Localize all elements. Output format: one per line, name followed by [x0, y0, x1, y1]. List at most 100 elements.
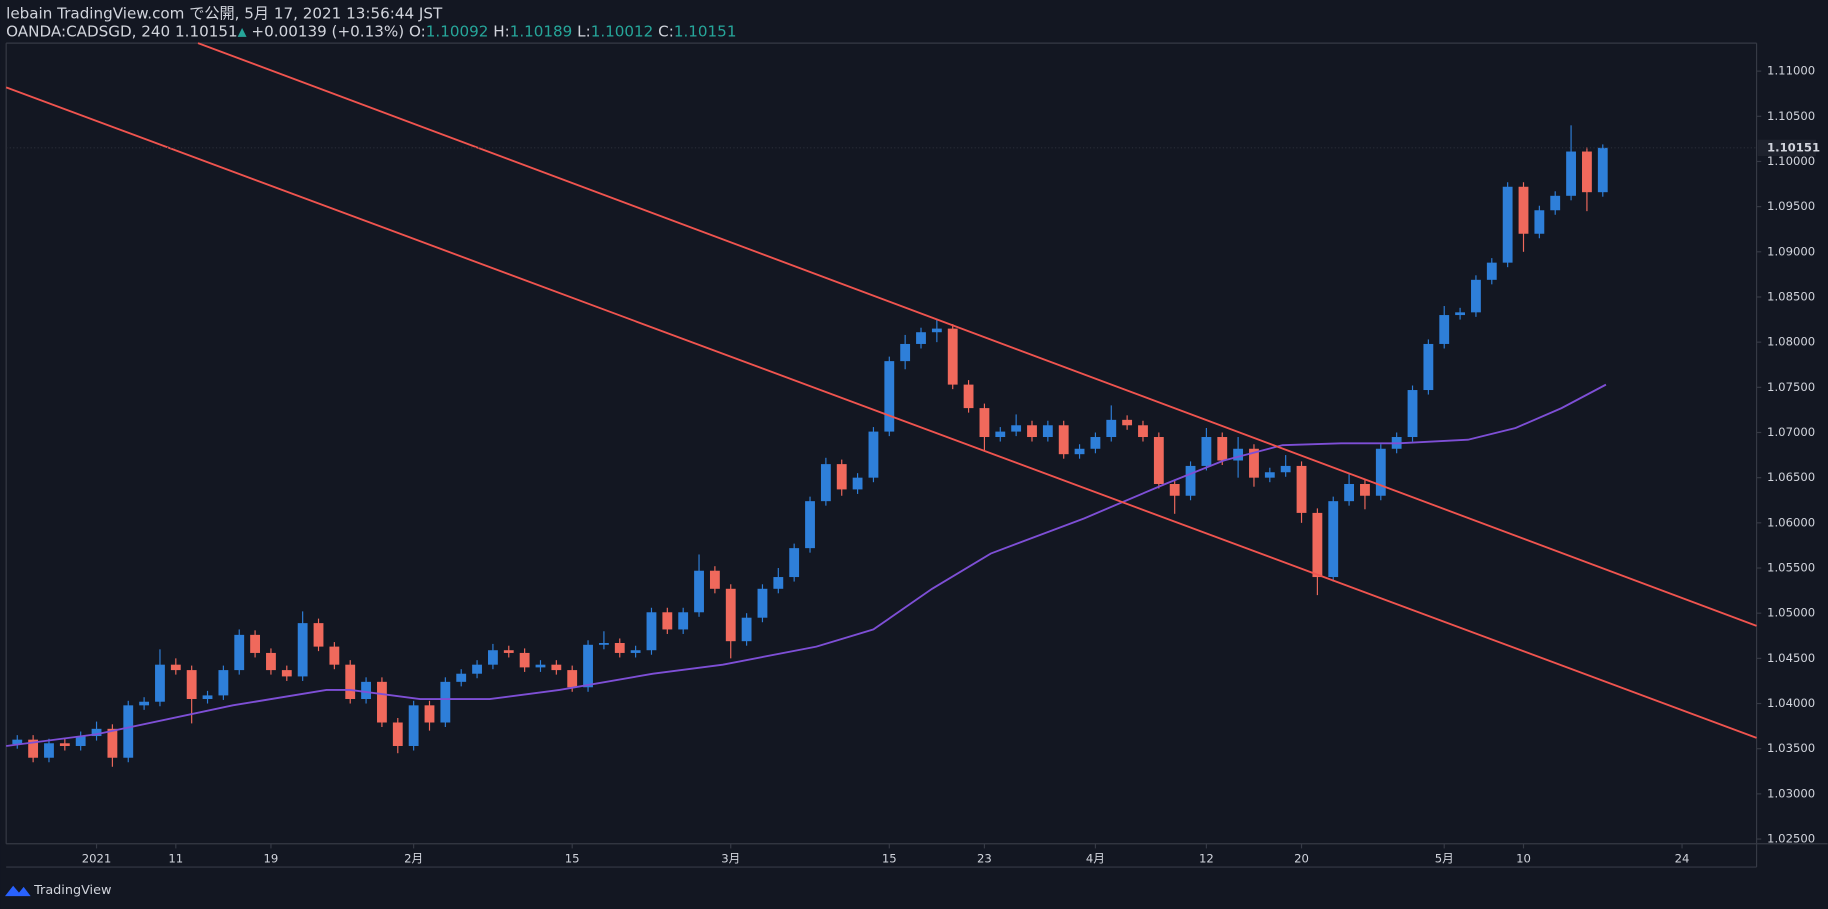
x-tick-label: 2021	[82, 851, 112, 865]
plot-area	[6, 125, 1608, 767]
x-tick-label: 3月	[721, 851, 740, 865]
candle-body	[1566, 151, 1576, 196]
candle-body	[1090, 437, 1101, 449]
legend-symbol: OANDA:CADSGD, 240	[6, 22, 170, 40]
candle-body	[1534, 210, 1545, 234]
candle-body	[1042, 425, 1053, 438]
y-tick-label: 1.07500	[1767, 380, 1815, 394]
candle-body	[1185, 465, 1196, 496]
candle-body	[440, 681, 451, 723]
x-tick-label: 24	[1675, 851, 1690, 865]
candle-body	[266, 652, 276, 671]
brand-name: TradingView	[33, 883, 111, 898]
candle-body	[1486, 262, 1497, 280]
y-tick-label: 1.11000	[1767, 64, 1815, 78]
candle-body	[1597, 147, 1608, 193]
candle-body	[1027, 425, 1037, 438]
legend-h-label: H:	[493, 22, 510, 40]
candle-body	[567, 670, 578, 688]
candle-body	[12, 739, 23, 745]
candle-body	[1201, 437, 1212, 466]
y-tick-label: 1.03500	[1767, 741, 1815, 755]
chart-title: lebain TradingView.com で公開, 5月 17, 2021 …	[6, 4, 443, 22]
candle-body	[1502, 186, 1513, 263]
candle-body	[519, 652, 530, 668]
candle-body	[852, 477, 863, 490]
candle-body	[1233, 448, 1244, 461]
candle-body	[1550, 195, 1561, 211]
candle-body	[107, 728, 118, 758]
candle-body	[75, 736, 86, 746]
candle-body	[297, 623, 308, 677]
candle-body	[424, 705, 435, 723]
brand-logo	[5, 885, 31, 897]
candle-body	[741, 617, 752, 642]
candle-body	[900, 343, 911, 362]
candle-body	[1328, 501, 1339, 578]
candle-body	[1471, 279, 1481, 313]
candle-body	[1582, 151, 1592, 193]
logo-shape	[5, 885, 31, 897]
candle-body	[646, 612, 657, 651]
candle-body	[868, 431, 879, 478]
x-tick-label: 15	[565, 851, 580, 865]
legend-change: +0.00139 (+0.13%)	[251, 22, 404, 40]
candle-body	[709, 570, 720, 589]
candle-body	[488, 650, 498, 665]
x-tick-label: 11	[168, 851, 183, 865]
candle-body	[503, 650, 514, 653]
candle-body	[1217, 437, 1228, 461]
legend-c-label: C:	[658, 22, 674, 40]
candle-body	[155, 664, 165, 702]
candle-body	[820, 464, 831, 502]
y-tick-label: 1.02500	[1767, 832, 1815, 846]
candle-body	[218, 670, 229, 696]
x-tick-label: 19	[264, 851, 279, 865]
y-tick-label: 1.06500	[1767, 470, 1815, 484]
candle-body	[1280, 465, 1291, 473]
moving-average	[6, 383, 1607, 747]
candle-body	[186, 670, 197, 700]
trend-line	[197, 42, 1757, 627]
candle-body	[884, 361, 895, 432]
candle-body	[202, 695, 213, 700]
candle-body	[551, 664, 562, 671]
legend-arrow: ▲	[238, 24, 247, 38]
candle-body	[408, 705, 419, 746]
candle-body	[1360, 483, 1370, 496]
y-tick-label: 1.10500	[1767, 109, 1815, 123]
legend-low: 1.10012	[591, 22, 654, 40]
candle-body	[583, 644, 593, 688]
candle-body	[1106, 419, 1117, 438]
candle-body	[1439, 315, 1450, 344]
candle-body	[281, 670, 292, 677]
legend-o-label: O:	[409, 22, 426, 40]
legend: OANDA:CADSGD, 240 1.10151▲ +0.00139 (+0.…	[6, 22, 736, 40]
candle-body	[250, 634, 261, 653]
candle-body	[789, 548, 800, 578]
candle-body	[313, 623, 324, 647]
candle-body	[1518, 186, 1529, 234]
x-tick-label: 4月	[1086, 851, 1105, 865]
x-tick-label: 20	[1294, 851, 1309, 865]
candle-body	[598, 642, 609, 645]
candle-body	[1153, 437, 1164, 484]
legend-high: 1.10189	[510, 22, 573, 40]
candle-body	[234, 634, 245, 671]
last-price-box	[1757, 139, 1817, 156]
candle-body	[678, 612, 689, 630]
x-tick-label: 23	[977, 851, 992, 865]
x-tick-label: 2月	[404, 851, 423, 865]
trend-line	[5, 86, 1757, 739]
candle-body	[694, 570, 704, 613]
candle-body	[1344, 483, 1355, 502]
candle-body	[725, 588, 736, 642]
candle-body	[979, 408, 990, 438]
candle-body	[1058, 425, 1069, 455]
candle-body	[836, 464, 847, 490]
y-tick-label: 1.04000	[1767, 696, 1815, 710]
candle-body	[614, 642, 625, 653]
